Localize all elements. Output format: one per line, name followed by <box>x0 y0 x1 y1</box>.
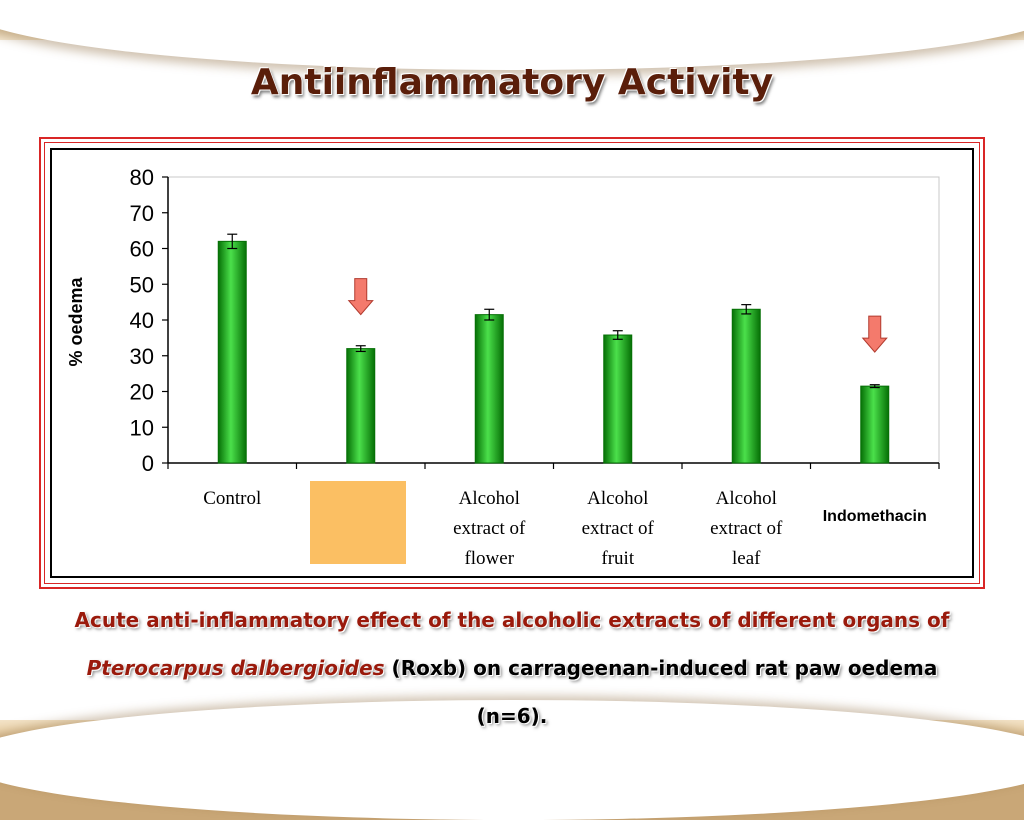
y-tick-label: 0 <box>142 451 154 476</box>
x-tick-label: extract of <box>453 518 526 539</box>
y-tick-label: 20 <box>130 380 154 405</box>
x-tick-label: extract of <box>710 518 783 539</box>
x-tick-label: leaf <box>732 548 761 569</box>
y-tick-label: 80 <box>130 165 154 190</box>
y-axis-label: % oedema <box>66 277 86 367</box>
chart-frame-inner <box>44 142 980 584</box>
x-tick-label: Alcohol <box>587 488 648 509</box>
y-tick-label: 50 <box>130 272 154 297</box>
x-tick-label: Control <box>203 488 261 509</box>
x-tick-label: Indomethacin <box>823 508 927 525</box>
y-tick-label: 60 <box>130 237 154 262</box>
chart-frame-outer <box>39 137 985 589</box>
x-tick-label: fruit <box>601 548 634 569</box>
chart-area <box>50 148 974 578</box>
error-bar <box>869 384 880 389</box>
down-arrow-icon <box>347 278 374 316</box>
caption-species: Pterocarpus dalbergioides <box>86 656 385 680</box>
bar <box>217 240 247 464</box>
bar <box>346 348 376 464</box>
slide-caption: Acute anti-inflammatory effect of the al… <box>30 596 994 740</box>
y-tick-label: 10 <box>130 415 154 440</box>
error-bar <box>612 330 623 340</box>
error-bar <box>355 345 366 353</box>
down-arrow-icon <box>861 315 888 353</box>
caption-line-1: Acute anti-inflammatory effect of the al… <box>74 608 950 632</box>
slide-title: Antiinflammatory Activity <box>250 62 774 103</box>
error-bar <box>227 233 238 250</box>
x-tick-label: Alcohol <box>716 488 777 509</box>
x-tick-label: flower <box>464 548 514 569</box>
bar <box>603 334 633 464</box>
plot-area-border <box>167 176 940 464</box>
watermark: fppt.com <box>8 744 62 760</box>
bar <box>474 314 504 464</box>
bar <box>860 385 890 464</box>
y-tick-label: 40 <box>130 308 154 333</box>
bar-chart: 0 10 20 30 40 50 60 70 80 Control Alcohol extract … <box>66 165 940 569</box>
caption-line-3: (n=6). <box>476 704 548 728</box>
error-bar <box>484 308 495 321</box>
y-tick-label: 30 <box>130 344 154 369</box>
x-tick-label: Alcohol <box>459 488 520 509</box>
caption-rest: (Roxb) on carrageenan-induced rat paw oe… <box>384 656 938 680</box>
sticky-note <box>310 481 406 564</box>
error-bar <box>741 304 752 315</box>
bar <box>731 308 761 464</box>
y-tick-label: 70 <box>130 201 154 226</box>
x-tick-label: extract of <box>582 518 655 539</box>
